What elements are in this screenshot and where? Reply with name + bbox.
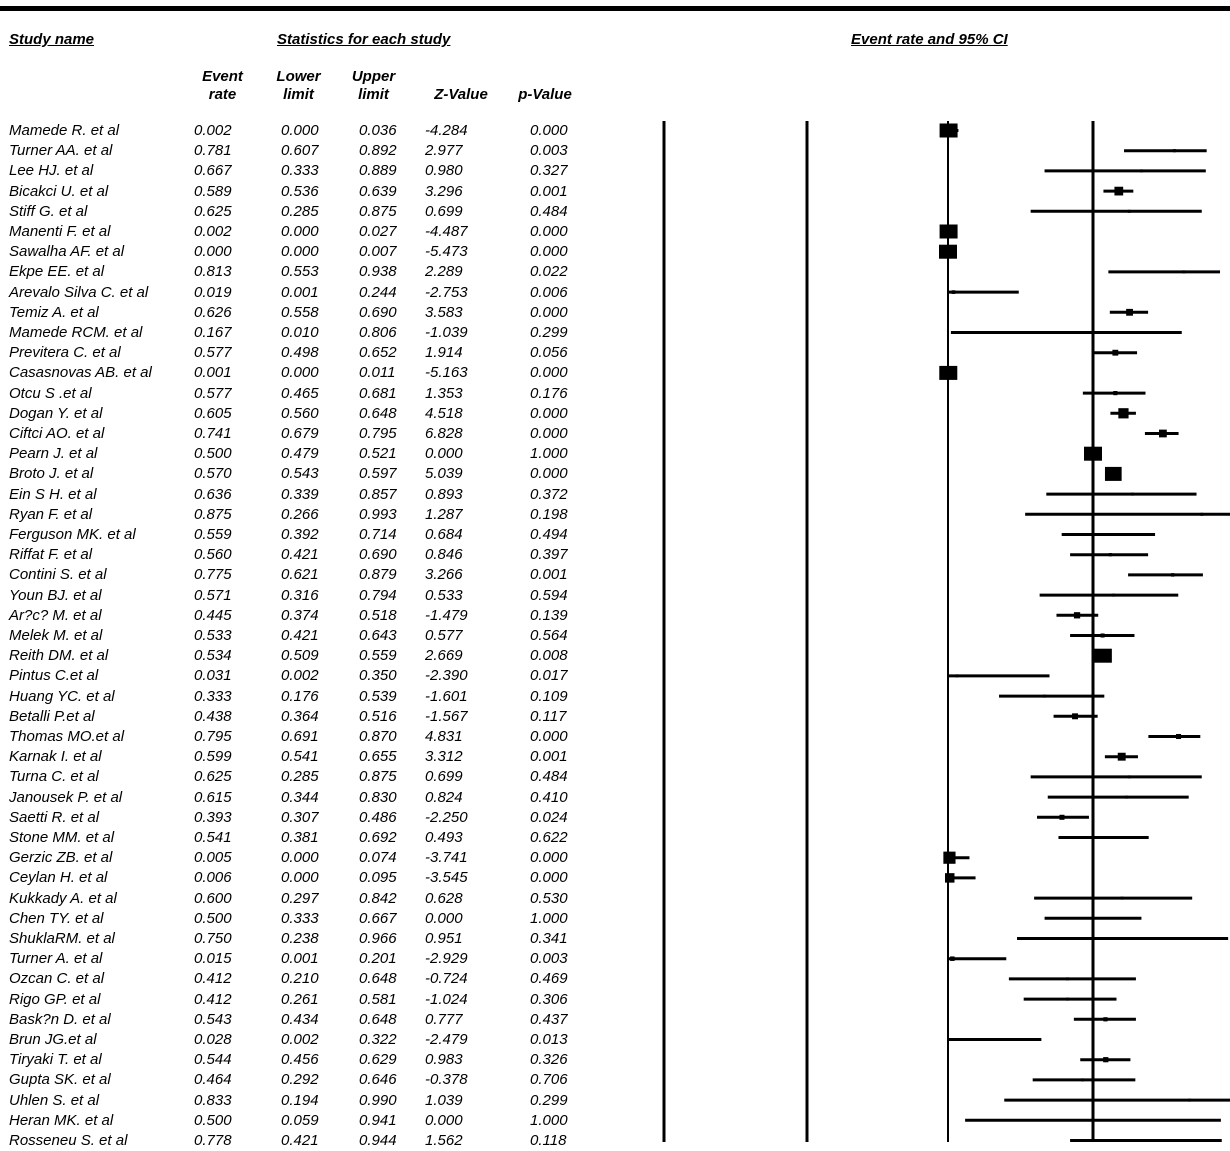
point-estimate-marker (1114, 187, 1123, 196)
point-estimate-marker (943, 852, 955, 864)
point-estimate-marker (1094, 649, 1112, 663)
point-estimate-marker (955, 674, 958, 677)
point-estimate-marker (1112, 350, 1118, 356)
point-estimate-marker (1125, 796, 1128, 799)
point-estimate-marker (1118, 408, 1128, 418)
point-estimate-marker (1092, 917, 1095, 920)
point-estimate-marker (1171, 573, 1174, 576)
point-estimate-marker (1101, 633, 1105, 637)
point-estimate-marker (1112, 594, 1115, 597)
point-estimate-marker (1159, 430, 1167, 438)
point-estimate-marker (1128, 775, 1131, 778)
point-estimate-marker (1200, 513, 1203, 516)
point-estimate-marker (1072, 713, 1078, 719)
point-estimate-marker (940, 225, 958, 239)
point-estimate-marker (1066, 998, 1069, 1001)
point-estimate-marker (1128, 210, 1131, 213)
point-estimate-marker (1176, 734, 1181, 739)
point-estimate-marker (1126, 309, 1133, 316)
point-estimate-marker (945, 873, 954, 882)
point-estimate-marker (1074, 612, 1080, 618)
point-estimate-marker (1113, 391, 1117, 395)
point-estimate-marker (1131, 493, 1134, 496)
point-estimate-marker (1084, 447, 1102, 461)
point-estimate-marker (995, 331, 998, 334)
point-estimate-marker (1188, 1099, 1191, 1102)
point-estimate-marker (1121, 897, 1124, 900)
point-estimate-marker (1092, 1119, 1095, 1122)
point-estimate-marker (1140, 169, 1143, 172)
point-estimate-marker (1081, 1078, 1084, 1081)
point-estimate-marker (952, 290, 956, 294)
point-estimate-marker (1043, 695, 1046, 698)
point-estimate-marker (1105, 467, 1122, 481)
point-estimate-marker (1109, 533, 1112, 536)
point-estimate-marker (1118, 753, 1126, 761)
point-estimate-marker (1103, 1017, 1107, 1021)
point-estimate-marker (1059, 815, 1064, 820)
point-estimate-marker (1103, 836, 1106, 839)
point-estimate-marker (1103, 1057, 1108, 1062)
point-estimate-marker (950, 956, 955, 961)
point-estimate-marker (1066, 977, 1069, 980)
point-estimate-marker (955, 1038, 958, 1041)
point-estimate-marker (1109, 553, 1112, 556)
point-estimate-marker (939, 245, 957, 259)
point-estimate-marker (940, 124, 958, 138)
point-estimate-marker (1164, 937, 1167, 940)
point-estimate-marker (1182, 270, 1185, 273)
point-estimate-marker (1173, 149, 1176, 152)
point-estimate-marker (939, 366, 957, 380)
